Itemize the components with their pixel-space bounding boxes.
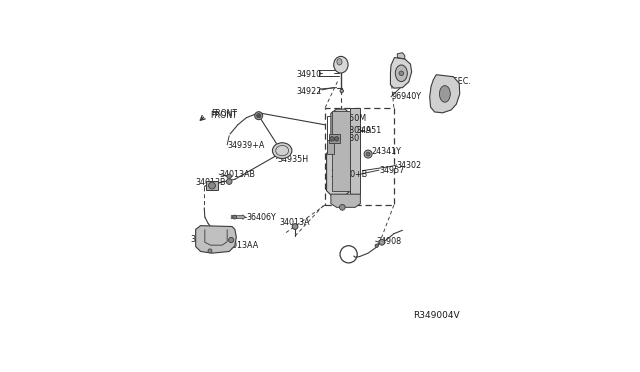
Bar <box>325 108 394 205</box>
Circle shape <box>232 215 237 219</box>
Text: SEE SEC.: SEE SEC. <box>435 77 471 86</box>
Polygon shape <box>429 75 460 113</box>
Bar <box>350 108 360 193</box>
Polygon shape <box>196 226 236 253</box>
Ellipse shape <box>396 65 407 81</box>
Text: FRONT: FRONT <box>211 109 237 118</box>
Bar <box>205 181 218 190</box>
Text: 34910: 34910 <box>296 70 322 79</box>
Text: 34302: 34302 <box>397 161 422 170</box>
Ellipse shape <box>440 86 451 102</box>
Circle shape <box>364 150 372 158</box>
Text: 34939+A: 34939+A <box>227 141 264 150</box>
Text: 34939: 34939 <box>190 235 215 244</box>
Text: 34980+A: 34980+A <box>334 126 372 135</box>
Text: 34980+B: 34980+B <box>330 170 367 179</box>
Bar <box>328 116 356 156</box>
Polygon shape <box>397 53 404 59</box>
Circle shape <box>379 240 385 245</box>
Text: 34950M: 34950M <box>334 114 367 123</box>
Ellipse shape <box>337 59 342 65</box>
Polygon shape <box>331 194 360 207</box>
Text: R349004V: R349004V <box>413 311 460 320</box>
Circle shape <box>292 224 298 230</box>
Text: 969: 969 <box>441 84 456 93</box>
Circle shape <box>228 237 234 243</box>
Text: 34013AB: 34013AB <box>219 170 255 179</box>
Text: 96940Y: 96940Y <box>392 92 422 101</box>
Text: FRONT: FRONT <box>210 111 237 120</box>
Circle shape <box>340 89 344 93</box>
Polygon shape <box>326 109 351 195</box>
Circle shape <box>209 182 216 189</box>
Text: 24341Y: 24341Y <box>372 147 401 156</box>
Circle shape <box>257 114 260 118</box>
Circle shape <box>208 249 212 253</box>
Ellipse shape <box>333 57 348 73</box>
Text: 34957: 34957 <box>380 166 405 174</box>
Text: 36406Y: 36406Y <box>246 212 276 222</box>
Circle shape <box>366 152 370 156</box>
FancyArrow shape <box>231 215 246 219</box>
Circle shape <box>227 174 232 179</box>
Bar <box>328 140 333 154</box>
Bar <box>332 110 350 191</box>
Text: 34013A: 34013A <box>280 218 310 227</box>
Circle shape <box>339 205 345 210</box>
Text: 34013AA: 34013AA <box>223 241 259 250</box>
Text: 34951: 34951 <box>356 126 382 135</box>
Text: 34980: 34980 <box>334 134 360 143</box>
Text: 34922: 34922 <box>296 87 322 96</box>
Circle shape <box>227 179 232 185</box>
Circle shape <box>375 244 378 247</box>
Text: 34935H: 34935H <box>277 155 308 164</box>
Bar <box>330 134 340 144</box>
Circle shape <box>255 112 262 120</box>
Polygon shape <box>390 58 412 88</box>
Text: 34013B: 34013B <box>196 178 226 187</box>
Circle shape <box>399 71 404 76</box>
Text: 34908: 34908 <box>376 237 401 246</box>
Circle shape <box>334 137 339 141</box>
Ellipse shape <box>273 143 292 158</box>
Circle shape <box>330 137 334 141</box>
